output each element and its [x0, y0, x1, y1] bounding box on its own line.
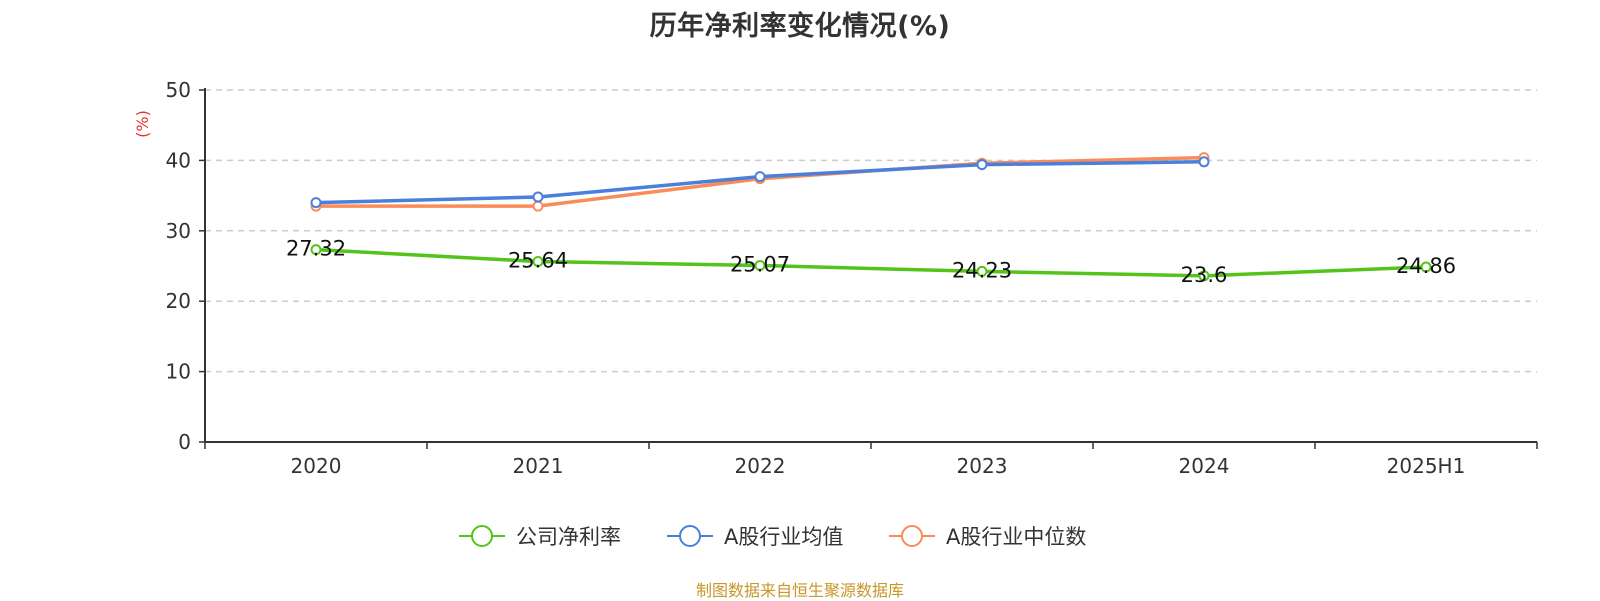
- x-tick-label: 2023: [957, 454, 1008, 478]
- data-point: [532, 200, 544, 212]
- legend-label: A股行业均值: [724, 525, 843, 549]
- x-tick-label: 2020: [291, 454, 342, 478]
- data-point: [1420, 261, 1432, 273]
- legend-marker-icon: [471, 525, 493, 547]
- legend-item-2[interactable]: A股行业中位数: [889, 525, 1086, 549]
- grid-lines: [205, 89, 1537, 373]
- series-line-0: [314, 247, 1428, 278]
- legend-label: A股行业中位数: [946, 525, 1086, 549]
- y-tick-label: 10: [166, 360, 191, 384]
- source-note: 制图数据来自恒生聚源数据库: [695, 581, 904, 600]
- data-label: 25.64: [508, 248, 568, 272]
- data-label: 27.32: [286, 237, 346, 261]
- legend-item-0[interactable]: 公司净利率: [459, 525, 621, 549]
- x-tick-label: 2024: [1179, 454, 1230, 478]
- legend-marker-icon: [679, 525, 701, 547]
- legend-label: 公司净利率: [516, 525, 621, 549]
- data-point: [754, 171, 766, 183]
- y-tick-label: 30: [166, 219, 191, 243]
- legend: 公司净利率 A股行业均值 A股行业中位数: [459, 525, 1086, 549]
- data-label: 23.6: [1181, 263, 1228, 287]
- legend-item-1[interactable]: A股行业均值: [667, 525, 843, 549]
- data-point: [1198, 270, 1210, 282]
- data-point: [532, 255, 544, 267]
- data-labels: 27.32 25.64 25.07 24.23 23.6 24.86: [286, 237, 1456, 287]
- data-label: 25.07: [730, 253, 790, 277]
- data-label: 24.86: [1396, 254, 1456, 278]
- data-point: [1198, 156, 1210, 168]
- data-point: [310, 197, 322, 209]
- axes: 0 10 20 30 40 50 2020 2021 2022 2023 2024 2025H1: [166, 78, 1538, 478]
- y-tick-label: 50: [166, 78, 191, 102]
- chart-title: 历年净利率变化情况(%): [649, 11, 951, 42]
- data-point: [310, 244, 322, 256]
- x-tick-label: 2022: [735, 454, 786, 478]
- data-point: [976, 265, 988, 277]
- x-tick-label: 2021: [513, 454, 564, 478]
- y-tick-label: 0: [178, 430, 191, 454]
- x-tick-label: 2025H1: [1387, 454, 1466, 478]
- data-point: [976, 159, 988, 171]
- y-tick-label: 20: [166, 289, 191, 313]
- series-lines: [310, 152, 1432, 282]
- data-point: [532, 191, 544, 203]
- data-label: 24.23: [952, 258, 1012, 282]
- y-axis-label: (%): [133, 110, 152, 138]
- legend-marker-icon: [901, 525, 923, 547]
- y-tick-label: 40: [166, 148, 191, 172]
- data-point: [754, 260, 766, 272]
